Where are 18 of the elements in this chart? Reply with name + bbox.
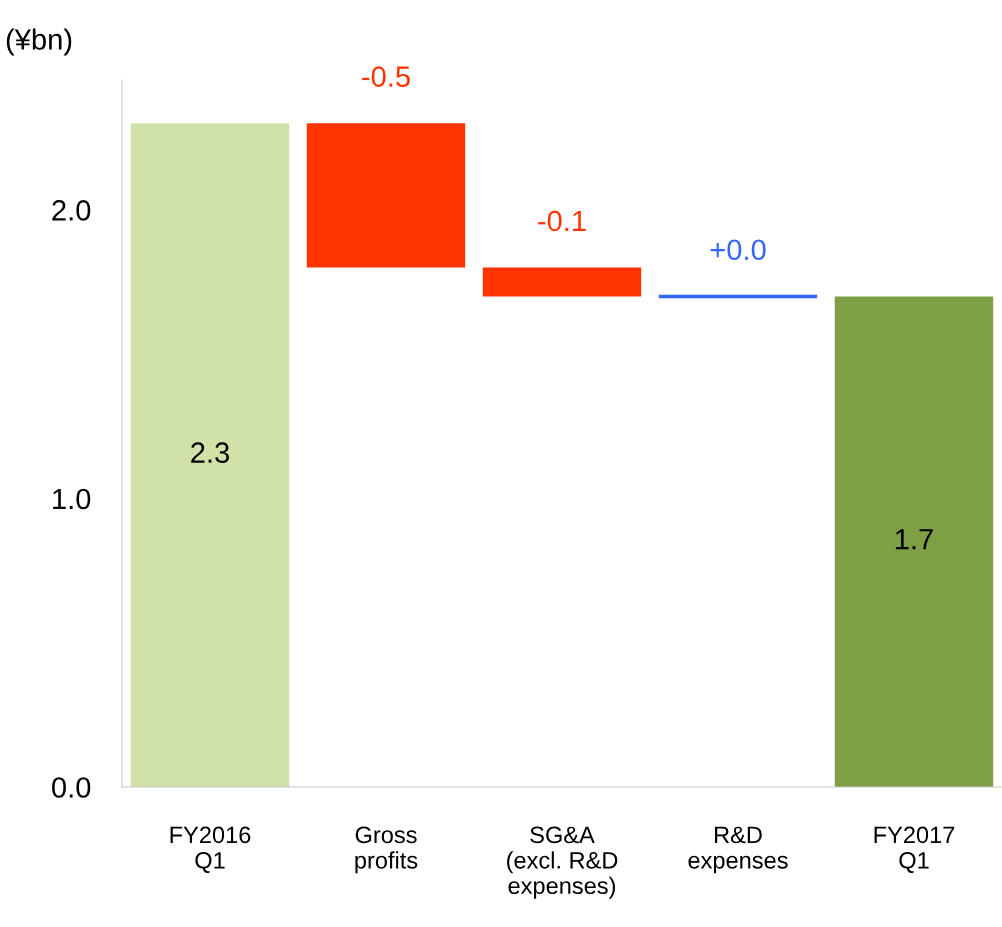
data-label: -0.1 — [538, 210, 586, 232]
data-label: -0.5 — [362, 66, 410, 87]
bar — [482, 267, 642, 297]
bar — [834, 296, 994, 787]
bar — [306, 123, 466, 268]
data-label: +0.0 — [710, 239, 766, 261]
y-tick-label: 1.0 — [53, 488, 91, 510]
x-tick-label: FY2016 Q1 — [170, 826, 251, 873]
y-axis-title: (¥bn) — [6, 28, 72, 56]
x-tick-label: FY2017 Q1 — [874, 826, 955, 873]
y-tick-label: 0.0 — [52, 777, 91, 798]
x-tick-label: SG&A (excl. R&D expenses) — [507, 826, 618, 899]
bar — [130, 123, 290, 787]
y-tick-label: 2.0 — [52, 200, 91, 221]
x-tick-label: Gross profits — [355, 826, 418, 874]
data-label: 2.3 — [191, 442, 229, 463]
x-tick-label: R&D expenses — [688, 826, 788, 874]
data-label: 1.7 — [895, 529, 933, 550]
